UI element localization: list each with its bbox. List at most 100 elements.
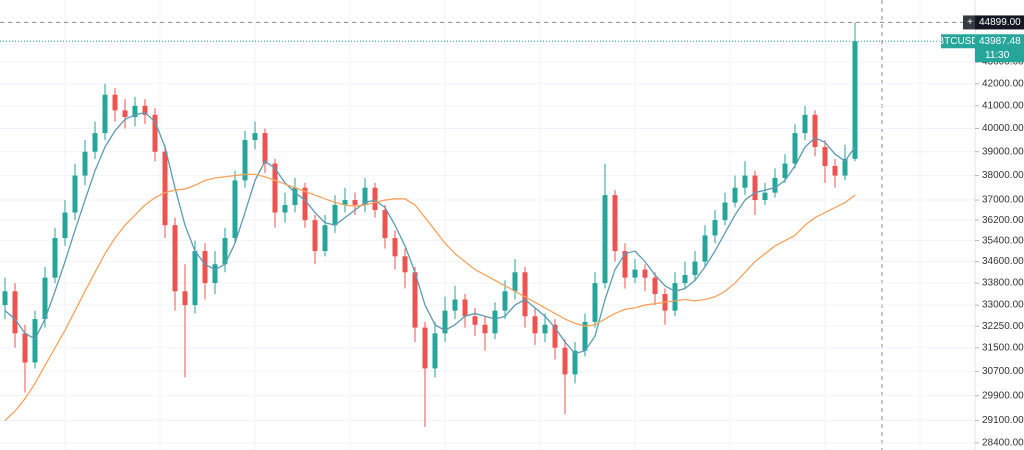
candle-body — [582, 321, 588, 351]
candle-body — [32, 319, 38, 363]
candle-body — [292, 187, 298, 206]
candle-body — [522, 272, 528, 317]
y-tick-label: 36200.00 — [982, 215, 1024, 226]
candle-body — [272, 163, 278, 213]
candle-body — [302, 187, 308, 221]
candle-body — [552, 324, 558, 348]
candle-body — [232, 180, 238, 239]
candle-body — [722, 202, 728, 221]
candle-body — [702, 235, 708, 262]
candle-body — [12, 291, 18, 334]
candle-body — [852, 41, 858, 159]
candle-body — [772, 177, 778, 193]
candle-body — [412, 272, 418, 328]
candle-body — [252, 133, 258, 141]
y-tick-label: 34600.00 — [982, 256, 1024, 267]
candle-body — [112, 94, 118, 111]
candle-body — [22, 333, 28, 363]
candle-body — [742, 175, 748, 188]
candle-body — [622, 251, 628, 278]
candle-body — [132, 105, 138, 118]
candle-body — [482, 324, 488, 334]
candle-body — [672, 283, 678, 311]
candle-body — [452, 299, 458, 311]
candle-body — [332, 205, 338, 226]
candle-body — [802, 114, 808, 134]
countdown-label: 11:30 — [985, 50, 1010, 61]
crosshair-price-tag — [975, 15, 1024, 30]
candle-body — [262, 133, 268, 164]
symbol-tag — [941, 34, 975, 49]
candle-body — [62, 212, 68, 239]
candle-body — [122, 110, 128, 118]
candle-body — [712, 220, 718, 236]
candle-body — [82, 151, 88, 176]
candle-body — [732, 187, 738, 203]
candle-body — [592, 283, 598, 322]
candle-body — [202, 251, 208, 284]
y-tick-label: 33800.00 — [982, 278, 1024, 289]
candle-body — [692, 261, 698, 275]
candle-body — [42, 277, 48, 320]
candle-body — [2, 291, 8, 306]
candle-body — [362, 187, 368, 206]
candle-body — [542, 324, 548, 334]
y-tick-label: 40000.00 — [982, 123, 1024, 134]
candle-body — [172, 225, 178, 292]
candle-body — [432, 333, 438, 369]
candle-body — [392, 238, 398, 257]
y-tick-label: 30700.00 — [982, 366, 1024, 377]
candle-body — [532, 316, 538, 334]
crosshair-plus: + — [967, 17, 973, 28]
y-tick-label: 28400.00 — [982, 438, 1024, 449]
candle-body — [642, 269, 648, 278]
crosshair-plus-box — [963, 15, 977, 30]
candle-body — [222, 238, 228, 265]
candle-body — [382, 210, 388, 239]
crosshair-price-label: 44899.00 — [979, 17, 1021, 28]
y-tick-label: 32250.00 — [982, 321, 1024, 332]
candle-body — [352, 200, 358, 206]
y-tick-label: 31500.00 — [982, 342, 1024, 353]
y-tick-label: 35400.00 — [982, 235, 1024, 246]
candle-body — [842, 158, 848, 176]
candle-body — [322, 225, 328, 252]
candle-body — [572, 350, 578, 375]
y-tick-label: 42000.00 — [982, 78, 1024, 89]
candle-body — [502, 291, 508, 311]
candle-body — [602, 195, 608, 284]
candle-body — [422, 327, 428, 369]
candle-body — [442, 310, 448, 334]
candle-body — [242, 140, 248, 181]
candle-body — [182, 291, 188, 306]
y-tick-label: 29900.00 — [982, 390, 1024, 401]
candle-body — [152, 114, 158, 152]
candle-body — [632, 269, 638, 278]
candle-body — [212, 264, 218, 284]
candle-body — [142, 105, 148, 115]
y-tick-label: 37000.00 — [982, 195, 1024, 206]
candle-body — [822, 147, 828, 166]
last-price-tag — [975, 34, 1024, 63]
candle-body — [162, 151, 168, 226]
moving-average — [4, 173, 856, 421]
candle-body — [72, 175, 78, 213]
candle-body — [372, 187, 378, 211]
candle-body — [652, 277, 658, 295]
candle-body — [92, 133, 98, 152]
candle-body — [102, 94, 108, 134]
vertical-grid — [64, 0, 921, 450]
candle-body — [782, 163, 788, 178]
candle-body — [562, 347, 568, 375]
y-tick-label: 33000.00 — [982, 300, 1024, 311]
candle-body — [762, 192, 768, 201]
candle-body — [752, 175, 758, 201]
y-tick-label: 41000.00 — [982, 100, 1024, 111]
candle-body — [512, 272, 518, 292]
candle-body — [192, 251, 198, 306]
candle-body — [52, 238, 58, 278]
moving-average — [4, 111, 856, 355]
candle-body — [462, 299, 468, 317]
candle-body — [792, 133, 798, 164]
